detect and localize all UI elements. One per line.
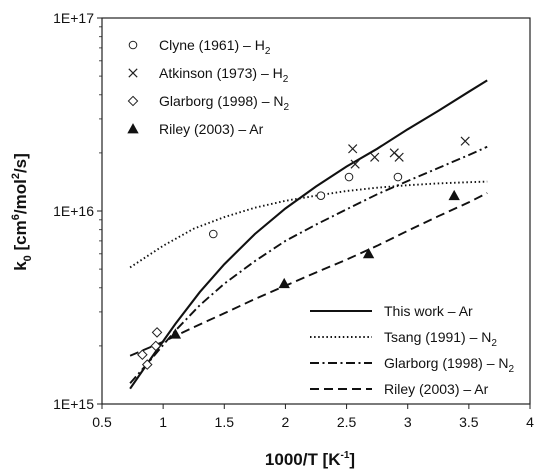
x-axis-label: 1000/T [K-1] [265,450,355,469]
x-tick-label: 2.5 [337,414,357,430]
point-diamond [137,349,148,361]
x-tick-label: 1.5 [215,414,235,430]
y-tick-label: 1E+17 [53,10,94,26]
x-tick-label: 0.5 [92,414,112,430]
legend-marker-triangle [127,123,139,134]
legend-label: Clyne (1961) – H2 [159,37,271,57]
legend-marker-diamond [127,95,139,107]
point-x [394,152,404,162]
x-tick-label: 4 [526,414,534,430]
y-axis-label: k0 [cm6/mol2/s] [10,153,34,271]
point-circle [208,229,218,239]
fit-lines [129,79,488,390]
series-line-dashdot [129,145,488,384]
legend-label: Riley (2003) – Ar [384,381,489,397]
point-diamond [151,327,163,338]
x-tick-label: 1 [159,414,167,430]
legend-label: Tsang (1991) – N2 [384,329,497,349]
point-circle [393,172,403,182]
y-tick-label: 1E+15 [53,396,94,412]
point-x [350,159,360,169]
legend-label: Atkinson (1973) – H2 [159,65,289,85]
legend-markers: Clyne (1961) – H2 Atkinson (1973) – H2 Gla… [127,37,290,137]
series-line-solid [129,79,488,390]
point-circle [344,172,354,182]
legend-label: Riley (2003) – Ar [159,121,264,137]
x-tick-label: 3.5 [459,414,479,430]
y-axis: 1E+15 1E+16 1E+17 [53,10,102,412]
point-x [460,136,470,146]
point-x [348,144,358,154]
point-triangle [278,277,290,289]
x-axis: 0.5 1 1.5 2 2.5 3 3.5 4 [92,404,534,430]
legend-label: Glarborg (1998) – N2 [159,93,290,113]
legend-marker-x [128,68,138,78]
data-points [137,136,470,370]
series-line-dotted [129,180,488,269]
legend-label: This work – Ar [384,303,473,319]
point-triangle [169,328,182,339]
legend-label: Glarborg (1998) – N2 [384,355,515,375]
point-circle [316,191,326,201]
point-triangle [448,189,460,201]
legend-lines: This work – Ar Tsang (1991) – N2 Glarborg … [310,303,515,397]
y-tick-label: 1E+16 [53,203,94,219]
legend-marker-circle [128,40,138,50]
point-diamond [141,359,153,370]
point-triangle [362,247,375,259]
x-tick-label: 2 [282,414,290,430]
x-tick-label: 3 [404,414,412,430]
point-diamond [150,340,162,352]
point-x [370,152,380,162]
series-line-dashed [129,192,488,357]
